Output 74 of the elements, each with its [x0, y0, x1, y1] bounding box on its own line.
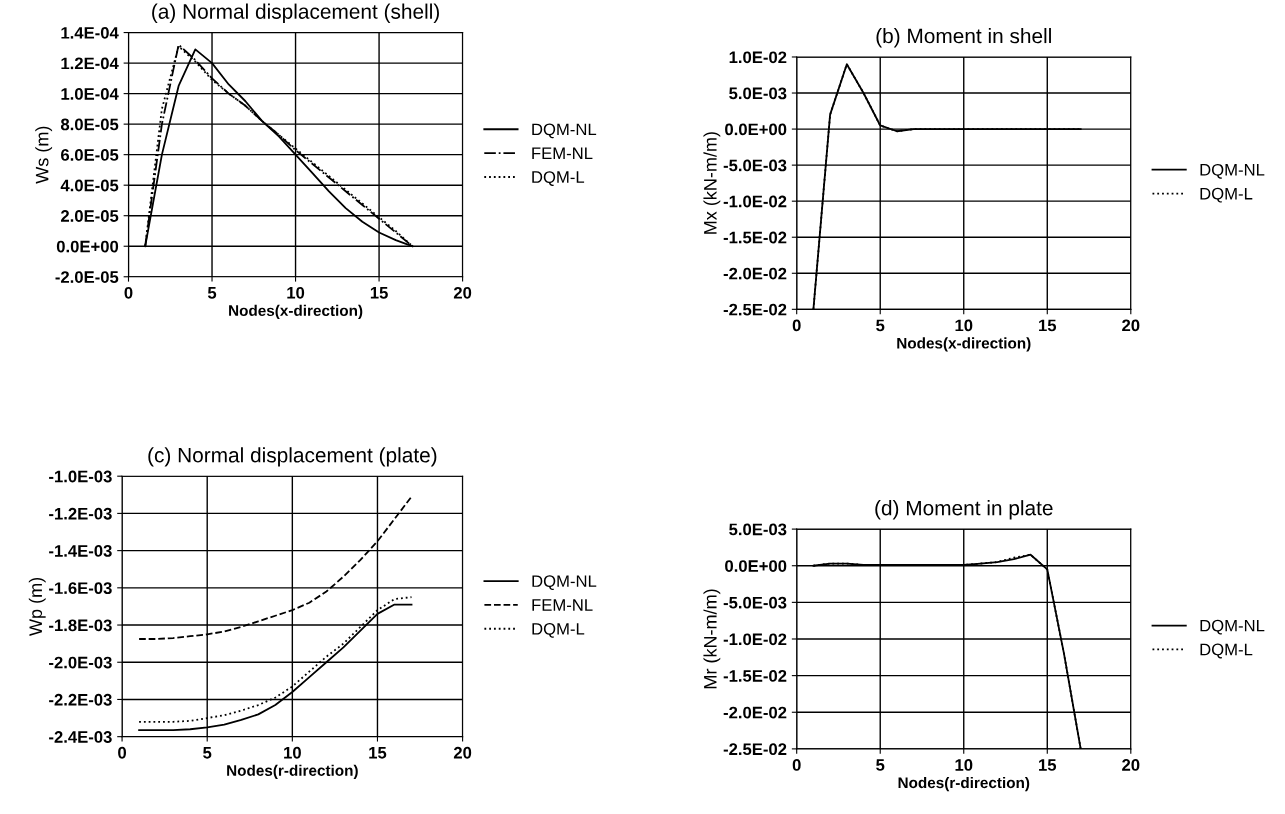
y-tick-label: -2.5E-02 [723, 743, 787, 756]
legend-label: DQM-L [1200, 187, 1253, 203]
y-tick-label: 1.0E-04 [61, 88, 119, 100]
y-tick-label: 8.0E-05 [60, 118, 119, 131]
legend-label: DQM-L [1200, 643, 1253, 659]
chart-title: (a) Normal displacement (shell) [152, 3, 439, 23]
y-tick-label: 5.0E-03 [729, 523, 787, 536]
legend-label: FEM-NL [532, 599, 593, 611]
y-tick-label: 4.0E-05 [60, 179, 119, 192]
x-tick-label: 20 [453, 746, 472, 759]
y-tick-label: 6.0E-05 [61, 149, 119, 161]
x-tick-label: 0 [118, 746, 127, 759]
y-tick-label: -1.8E-03 [49, 619, 112, 632]
x-tick-label: 20 [453, 286, 472, 299]
y-tick-label: -2.0E-03 [49, 656, 112, 669]
x-tick-label: 15 [370, 287, 388, 299]
y-tick-label: -1.6E-03 [49, 582, 112, 595]
y-tick-label: -1.0E-03 [49, 470, 112, 483]
y-tick-label: -1.4E-03 [49, 545, 112, 557]
chart-title: (c) Normal displacement (plate) [148, 447, 437, 467]
y-tick-label: 5.0E-03 [729, 87, 787, 100]
y-axis-title: Mr (kN-m/m) [703, 589, 721, 689]
x-axis-title: Nodes(x-direction) [897, 337, 1031, 352]
x-tick-label: 0 [792, 759, 801, 771]
x-tick-label: 10 [955, 759, 973, 771]
x-tick-label: 15 [1039, 759, 1057, 771]
y-tick-label: -5.0E-03 [723, 159, 787, 172]
x-tick-label: 5 [207, 287, 217, 299]
y-tick-label: 1.0E-02 [729, 51, 787, 64]
x-tick-label: 15 [369, 747, 387, 759]
legend-label: DQM-L [532, 171, 585, 186]
y-tick-label: 0.0E+00 [56, 240, 119, 253]
chart-title: (b) Moment in shell [876, 27, 1051, 48]
x-tick-label: 5 [876, 759, 885, 771]
y-axis-title: Ws (m) [35, 126, 53, 184]
y-tick-label: 1.4E-04 [61, 26, 119, 39]
x-tick-label: 15 [1039, 319, 1057, 332]
y-tick-label: -1.5E-02 [723, 231, 787, 244]
x-axis-title: Nodes(r-direction) [227, 764, 358, 779]
x-tick-label: 10 [284, 746, 301, 759]
x-tick-label: 10 [287, 286, 305, 299]
chart-title: (d) Moment in plate [875, 500, 1053, 520]
x-tick-label: 0 [792, 319, 801, 332]
legend-label: FEM-NL [532, 147, 593, 159]
y-axis-title: Mx (kN-m/m) [703, 132, 721, 234]
y-tick-label: -2.0E-02 [723, 706, 787, 719]
x-tick-label: 20 [1122, 319, 1140, 332]
y-tick-label: -2.2E-03 [49, 693, 112, 706]
legend-label: DQM-NL [532, 123, 597, 139]
y-axis-title: Wp (m) [28, 577, 46, 636]
legend-label: DQM-L [532, 622, 585, 638]
legend-label: DQM-NL [1200, 619, 1265, 635]
y-tick-label: -2.0E-05 [55, 271, 119, 283]
y-tick-label: -1.5E-02 [723, 670, 787, 682]
x-tick-label: 20 [1122, 759, 1140, 771]
x-axis-title: Nodes(x-direction) [229, 304, 363, 320]
x-tick-label: 10 [955, 319, 973, 332]
y-tick-label: -1.2E-03 [49, 507, 112, 520]
x-tick-label: 5 [876, 319, 885, 332]
y-tick-label: -2.4E-03 [49, 731, 112, 743]
y-tick-label: -5.0E-03 [723, 596, 787, 609]
x-tick-label: 5 [203, 747, 212, 759]
y-tick-label: -2.0E-02 [723, 267, 787, 280]
legend-label: DQM-NL [1200, 163, 1265, 179]
y-tick-label: -1.0E-02 [723, 195, 787, 208]
y-tick-label: 1.2E-04 [61, 57, 119, 70]
legend-label: DQM-NL [532, 575, 597, 591]
x-tick-label: 0 [124, 286, 133, 299]
y-tick-label: 0.0E+00 [725, 123, 787, 136]
y-tick-label: 0.0E+00 [725, 560, 787, 572]
y-tick-label: -2.5E-02 [723, 303, 787, 316]
x-axis-title: Nodes(r-direction) [898, 776, 1030, 792]
y-tick-label: 2.0E-05 [60, 210, 119, 222]
y-tick-label: -1.0E-02 [723, 633, 787, 646]
